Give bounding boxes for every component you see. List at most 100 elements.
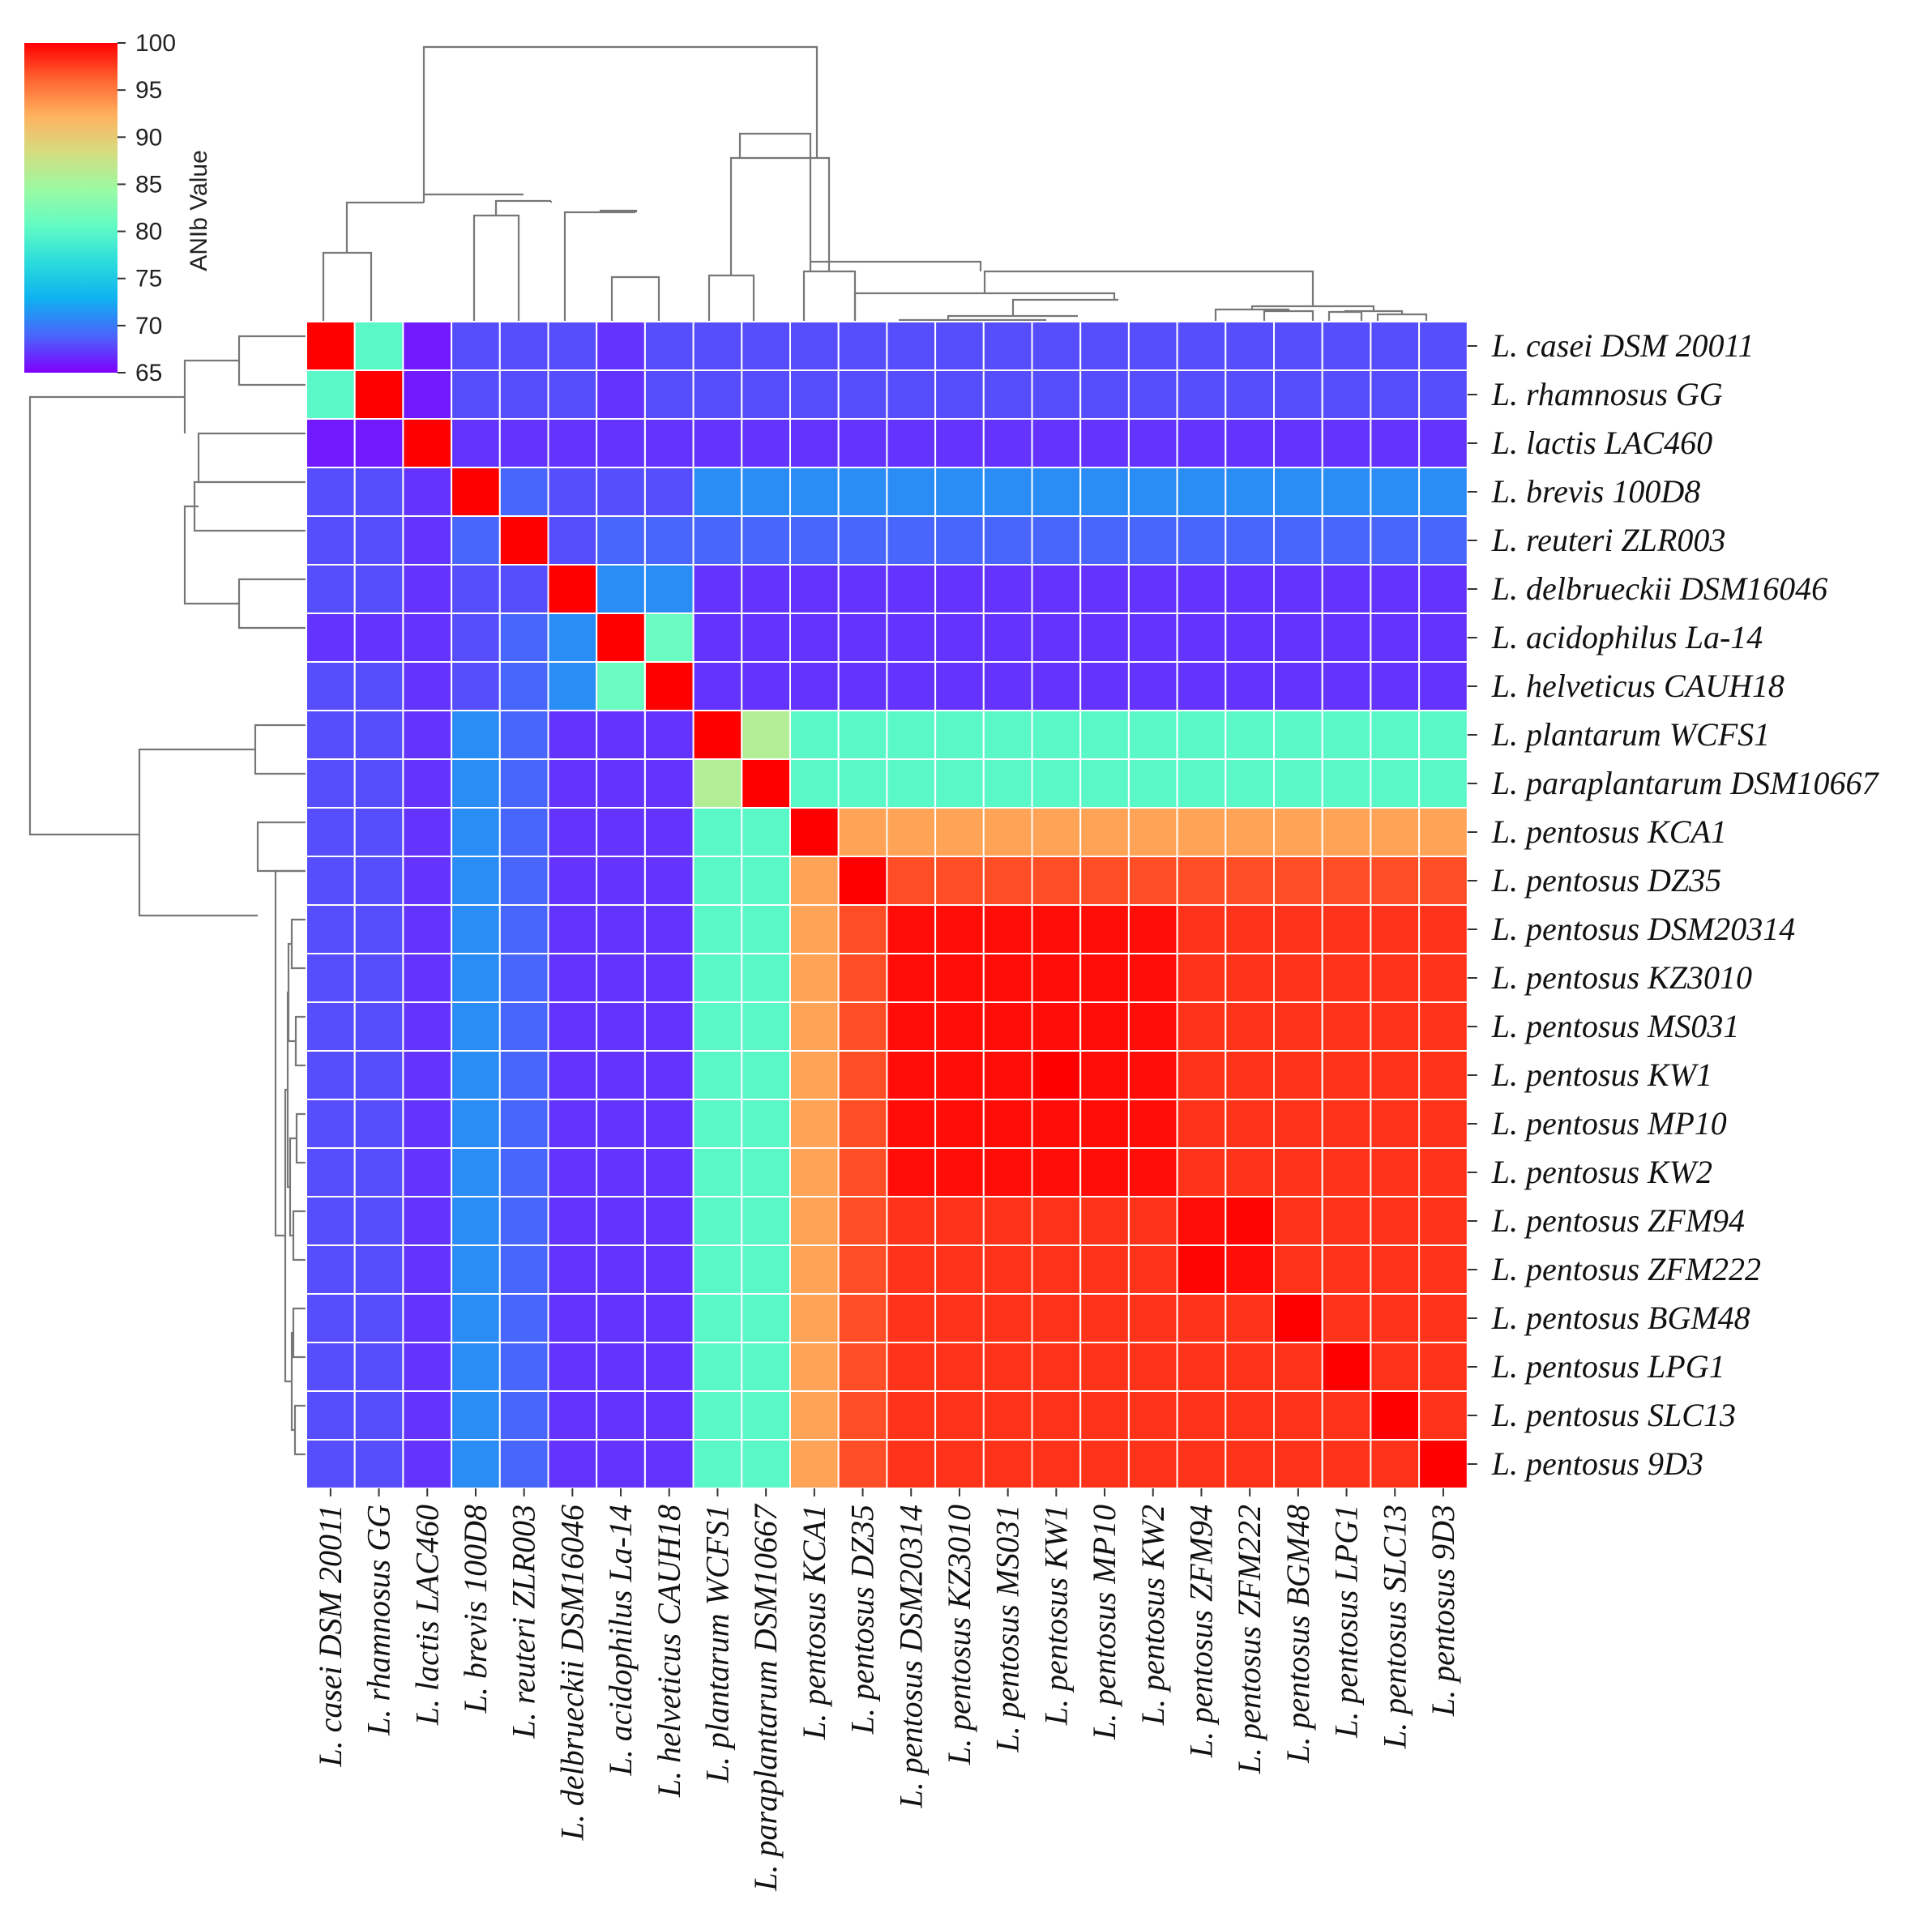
heatmap-cell [741, 904, 791, 954]
heatmap-cell [498, 515, 549, 566]
dendro-top-link [707, 274, 755, 322]
heatmap-cell [306, 1099, 356, 1149]
heatmap-cell [1321, 758, 1372, 809]
heatmap-cell [1370, 1147, 1421, 1197]
heatmap-cell [1079, 1147, 1130, 1197]
heatmap-cell [1273, 1390, 1323, 1441]
heatmap-cell [1370, 1001, 1421, 1052]
heatmap-cell [498, 904, 549, 954]
heatmap-cell [402, 1390, 453, 1441]
heatmap-cell [1225, 321, 1276, 371]
heatmap-cell [643, 1147, 695, 1197]
heatmap-cell [1176, 369, 1227, 420]
dendro-left-link [254, 724, 306, 775]
heatmap-cell [1370, 1244, 1421, 1295]
heatmap-cell [1273, 1050, 1323, 1100]
heatmap-cell [547, 1293, 598, 1343]
heatmap-cell [789, 515, 840, 566]
heatmap-cell [353, 807, 404, 857]
heatmap-cell [547, 1196, 598, 1246]
dendro-top-link [738, 132, 812, 262]
heatmap-cell [1370, 467, 1421, 517]
heatmap-cell [306, 1196, 356, 1246]
top-dendrogram [322, 45, 1428, 322]
column-label: L. pentosus MP10 [1086, 1505, 1122, 1740]
heatmap-cell [741, 1390, 791, 1441]
heatmap-cell [886, 613, 937, 663]
heatmap-cell [1176, 515, 1227, 566]
heatmap-cell [1031, 856, 1082, 906]
row-labels: L. casei DSM 20011 L. rhamnosus GG L. lact… [1467, 327, 1879, 1482]
colorbar-tick-label: 100 [135, 30, 176, 57]
heatmap-cell [498, 1001, 549, 1052]
heatmap-cell [1079, 467, 1130, 517]
heatmap-cell [1031, 418, 1082, 468]
heatmap-cell [1127, 1390, 1178, 1441]
heatmap-cell [306, 1001, 356, 1052]
heatmap-cell [451, 1001, 501, 1052]
heatmap-cell [1370, 418, 1421, 468]
column-label: L. acidophilus La-14 [602, 1505, 639, 1776]
heatmap-cell [596, 953, 646, 1003]
heatmap-cell [789, 1050, 840, 1100]
heatmap-cell [1418, 953, 1468, 1003]
heatmap-cell [451, 710, 501, 760]
heatmap-cell [353, 1439, 404, 1489]
heatmap-cell [837, 1342, 888, 1392]
heatmap-cell [353, 1050, 404, 1100]
heatmap-cell [498, 613, 549, 663]
dendro-top-link [563, 211, 635, 322]
heatmap-cell [741, 758, 791, 809]
heatmap-cell [934, 515, 985, 566]
heatmap-cell [886, 418, 937, 468]
column-label: L. pentosus KZ3010 [941, 1505, 977, 1765]
heatmap-cell [1225, 1147, 1276, 1197]
heatmap-cell [1031, 1293, 1082, 1343]
heatmap-cell [547, 856, 598, 906]
heatmap-cell [886, 1050, 937, 1100]
column-label: L. pentosus MS031 [990, 1505, 1026, 1753]
heatmap-cell [886, 1196, 937, 1246]
heatmap-cell [1225, 467, 1276, 517]
heatmap-cell [1418, 1342, 1468, 1392]
heatmap-cell [1127, 1050, 1178, 1100]
heatmap-cell [306, 758, 356, 809]
heatmap-cell [596, 1439, 646, 1489]
dendro-top-link [853, 292, 1116, 322]
heatmap-cell [789, 564, 840, 614]
heatmap-cell [934, 418, 985, 468]
heatmap-cell [402, 904, 453, 954]
heatmap-cell [498, 418, 549, 468]
heatmap-cell [934, 953, 985, 1003]
heatmap-cell [1370, 1050, 1421, 1100]
heatmap-cell [692, 515, 743, 566]
dendro-left-link [290, 918, 306, 970]
colorbar-tick-label: 90 [135, 124, 162, 151]
heatmap-cell [789, 758, 840, 809]
heatmap-cell [1225, 953, 1276, 1003]
column-label: L. delbrueckii DSM16046 [554, 1505, 590, 1841]
heatmap-cell [1370, 369, 1421, 420]
heatmap-cell [643, 904, 695, 954]
heatmap-cell [306, 807, 356, 857]
heatmap-cell [451, 515, 501, 566]
heatmap-cell [1225, 1001, 1276, 1052]
heatmap-cell [1418, 321, 1468, 371]
heatmap-cell [1176, 758, 1227, 809]
heatmap-cell [1079, 1244, 1130, 1295]
heatmap-cell [1273, 856, 1323, 906]
heatmap-cell [547, 710, 598, 760]
heatmap-cell [886, 661, 937, 711]
heatmap-cell [741, 953, 791, 1003]
heatmap-cell [1273, 1439, 1323, 1489]
heatmap-cell [596, 369, 646, 420]
heatmap-cell [1176, 1342, 1227, 1392]
heatmap-cell [1321, 1099, 1372, 1149]
heatmap-cell [498, 467, 549, 517]
heatmap-cell [886, 321, 937, 371]
colorbar-gradient [24, 43, 118, 373]
heatmap-cell [1273, 1099, 1323, 1149]
heatmap-cell [1079, 1196, 1130, 1246]
heatmap-cell [982, 418, 1033, 468]
heatmap-cell [837, 904, 888, 954]
